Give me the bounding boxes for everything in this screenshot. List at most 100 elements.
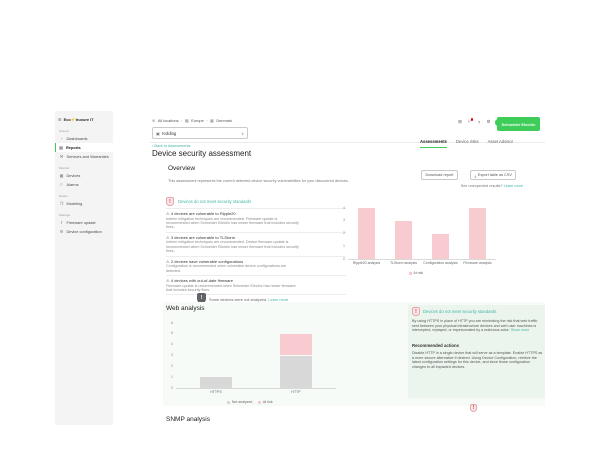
- y-axis-tick: 2: [343, 231, 345, 235]
- legend-item: At risk: [408, 271, 423, 275]
- bar-http: [280, 333, 312, 356]
- sidebar-item-devices[interactable]: ▦ Devices: [55, 171, 113, 180]
- schneider-electric-logo[interactable]: Schneider Electric: [497, 117, 540, 131]
- web-analysis-heading: Web analysis: [166, 305, 205, 312]
- chart-legend: Not analyzed At risk: [164, 400, 336, 404]
- bar-ripple20-analysis: [358, 208, 375, 259]
- tab-device-risks[interactable]: Device risks: [456, 139, 479, 144]
- breadcrumb-separator: ›: [206, 118, 208, 123]
- y-axis-tick: 0: [343, 256, 345, 261]
- risk-shield-icon: !: [470, 404, 477, 412]
- y-axis-tick: 4: [171, 342, 173, 347]
- y-axis-tick: 2: [171, 363, 173, 368]
- apps-icon[interactable]: ⊞: [458, 119, 462, 125]
- sidebar-group-manage: Manage: [59, 213, 71, 217]
- sidebar-item-label: Dashboards: [66, 136, 88, 141]
- sidebar-item-label: Firmware update: [66, 220, 96, 225]
- bar-firmware-analysis: [469, 208, 486, 259]
- x-axis-line: [348, 259, 496, 260]
- tab-assessments[interactable]: Assessments: [420, 139, 448, 148]
- help-icon[interactable]: ?: [477, 119, 481, 125]
- tab-bar: Assessments Device risks Asset Advisor: [420, 139, 513, 148]
- export-csv-button[interactable]: ⤓ Export table as CSV: [470, 170, 517, 180]
- web-analysis-panel: [408, 305, 545, 398]
- sidebar-item-label: Reports: [66, 145, 81, 150]
- report-icon: ▤: [59, 145, 63, 150]
- learn-more-link[interactable]: Learn more: [503, 184, 523, 188]
- finding-tlstorm[interactable]: ⚠ 3 devices are vulnerable to TLStorm Int…: [166, 233, 346, 257]
- app-logo-text: Eco⚡truxure IT: [63, 117, 94, 122]
- back-link[interactable]: ‹ Back to Assessments: [152, 144, 191, 148]
- finding-configurations[interactable]: ⚠ 2 devices have vulnerable configuration…: [166, 257, 346, 276]
- overview-description: This assessment represents the current d…: [168, 179, 349, 183]
- y-axis-tick: 4: [343, 205, 345, 210]
- finding-description: Interim mitigation techniques are recomm…: [166, 216, 299, 230]
- sidebar-item-label: Modeling: [66, 201, 83, 206]
- sidebar-item-label: Devices: [66, 173, 81, 178]
- overview-risk-link[interactable]: Devices do not meet security standards: [178, 199, 252, 204]
- sidebar-group-model: Model: [59, 194, 68, 198]
- overview-heading: Overview: [168, 165, 196, 172]
- app-logo: ☰ Eco⚡truxure IT: [55, 115, 113, 124]
- y-axis-tick: 1: [171, 374, 173, 379]
- bolt-icon: ⚡: [70, 117, 76, 122]
- x-axis-label: Ripple20 analysis: [352, 261, 381, 265]
- globe-icon: ⊕: [152, 118, 156, 123]
- sidebar-item-services-warranties[interactable]: ⚒ Services and Warranties: [55, 152, 113, 161]
- site-icon: ▦: [210, 118, 214, 123]
- sidebar-group-assess: Assess: [59, 129, 69, 133]
- legend-swatch: [258, 400, 262, 404]
- breadcrumb-all-locations[interactable]: All locations: [157, 118, 179, 123]
- firmware-icon: ⇪: [59, 220, 64, 225]
- chart-legend: At risk: [336, 271, 496, 275]
- y-axis-tick: 0: [171, 385, 173, 390]
- legend-swatch: [408, 271, 412, 275]
- x-axis-line: [176, 388, 336, 389]
- alarm-bell-icon: ⚐: [59, 182, 64, 187]
- breadcrumb-denmark[interactable]: Denmark: [216, 118, 233, 123]
- hamburger-menu-icon[interactable]: ☰: [58, 117, 62, 122]
- bar-https: [200, 377, 232, 388]
- show-more-link[interactable]: Show more: [510, 328, 530, 333]
- legend-swatch: [227, 400, 231, 404]
- recommended-actions-text: Disable HTTP in a single device that wil…: [412, 351, 543, 369]
- x-axis-label: Configuration analysis: [423, 261, 458, 265]
- sidebar-item-firmware-update[interactable]: ⇪ Firmware update: [55, 218, 113, 227]
- sidebar-item-modeling[interactable]: ❒ Modeling: [55, 199, 113, 208]
- finding-firmware[interactable]: ⚠ 4 devices with out-of-date firmware Fir…: [166, 276, 346, 296]
- topbar-actions: ⊞ ⚐ ? ⚙: [457, 118, 502, 126]
- bar-http: [280, 355, 312, 388]
- breadcrumb-separator: ›: [181, 118, 183, 123]
- finding-description: Interim mitigation techniques are recomm…: [166, 240, 299, 254]
- wrench-icon: ⚒: [59, 154, 64, 159]
- warning-icon: ⚠: [166, 212, 170, 216]
- sidebar-item-alarms[interactable]: ⚐ Alarms: [55, 180, 113, 189]
- download-report-button[interactable]: Download report: [421, 170, 458, 180]
- x-axis-label: TLStorm analysis: [389, 261, 418, 265]
- web-risk-link[interactable]: Devices do not meet security standards: [423, 309, 497, 314]
- legend-item: Not analyzed: [227, 400, 252, 404]
- notifications-icon[interactable]: ⚐: [467, 118, 473, 125]
- sidebar-item-dashboards[interactable]: ◔ Dashboards: [55, 134, 113, 143]
- sidebar-item-label: Alarms: [66, 182, 79, 187]
- learn-more-link[interactable]: Learn more: [268, 297, 289, 302]
- sidebar-item-device-configuration[interactable]: ⚙ Device configuration: [55, 227, 113, 236]
- x-axis-label: HTTPS: [210, 390, 222, 394]
- tab-asset-advisor[interactable]: Asset Advisor: [487, 139, 513, 144]
- folder-select[interactable]: ▣ Kolding ∨: [152, 127, 248, 139]
- web-analysis-chart: 0 1 2 3 4 5 6 HTTPS HTTP Not analyzed At risk: [164, 321, 336, 407]
- y-axis-tick: 3: [343, 218, 345, 223]
- sidebar-item-reports[interactable]: ▤ Reports: [55, 143, 113, 152]
- site-icon: ▦: [184, 118, 189, 123]
- breadcrumb-europe[interactable]: Europe: [191, 118, 204, 123]
- download-icon: ⤓: [474, 172, 477, 178]
- y-axis-tick: 5: [171, 331, 173, 336]
- settings-icon[interactable]: ⚙: [486, 119, 491, 125]
- finding-ripple20[interactable]: ⚠ 4 devices are vulnerable to Ripple20 In…: [166, 209, 346, 233]
- gauge-icon: ◔: [60, 136, 63, 141]
- breadcrumb: ⊕ All locations › ▦ Europe › ▦ Denmark: [152, 118, 232, 123]
- folder-icon: ▣: [156, 130, 160, 136]
- legend-item: At risk: [258, 400, 273, 404]
- notification-badge: [470, 118, 473, 121]
- warning-icon: ⚠: [166, 259, 170, 264]
